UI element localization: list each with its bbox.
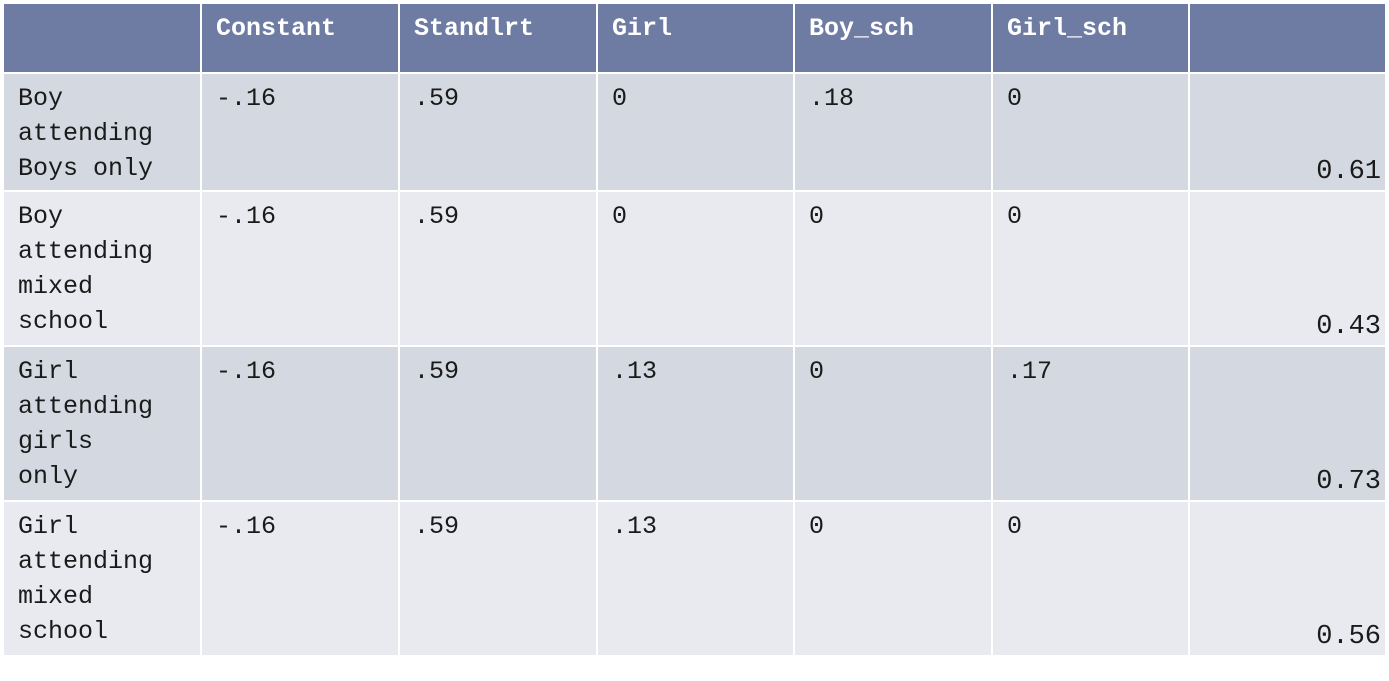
cell-result: 0.73 xyxy=(1188,345,1387,502)
cell-girl-sch: 0 xyxy=(991,190,1190,347)
cell-girl: .13 xyxy=(596,500,795,657)
row-label-line: attending xyxy=(18,237,154,266)
row-label-line: Boy xyxy=(18,202,64,231)
cell-constant: -.16 xyxy=(200,72,400,192)
cell-boy-sch: 0 xyxy=(793,500,993,657)
cell-result: 0.43 xyxy=(1188,190,1387,347)
header-result xyxy=(1188,2,1387,74)
row-label: Boy attending Boys only xyxy=(2,72,202,192)
row-label: Boy attending mixed school xyxy=(2,190,202,347)
cell-boy-sch: 0 xyxy=(793,190,993,347)
cell-standlrt: .59 xyxy=(398,500,598,657)
cell-girl: 0 xyxy=(596,190,795,347)
table-row: Girl attending mixed school -.16 .59 .13… xyxy=(2,500,1387,657)
cell-girl: 0 xyxy=(596,72,795,192)
result-value: 0.43 xyxy=(1316,312,1381,342)
cell-standlrt: .59 xyxy=(398,190,598,347)
result-value: 0.73 xyxy=(1316,467,1381,497)
row-label-line: attending xyxy=(18,392,154,421)
table-row: Boy attending Boys only -.16 .59 0 .18 0… xyxy=(2,72,1387,192)
table-row: Girl attending girls only -.16 .59 .13 0… xyxy=(2,345,1387,502)
cell-constant: -.16 xyxy=(200,190,400,347)
row-label: Girl attending girls only xyxy=(2,345,202,502)
header-girl: Girl xyxy=(596,2,795,74)
row-label-line: Boys only xyxy=(18,154,154,183)
header-boy-sch: Boy_sch xyxy=(793,2,993,74)
cell-girl: .13 xyxy=(596,345,795,502)
row-label-line: school xyxy=(18,307,109,336)
cell-constant: -.16 xyxy=(200,500,400,657)
header-constant: Constant xyxy=(200,2,400,74)
cell-boy-sch: .18 xyxy=(793,72,993,192)
header-girl-sch: Girl_sch xyxy=(991,2,1190,74)
cell-girl-sch: 0 xyxy=(991,500,1190,657)
cell-standlrt: .59 xyxy=(398,345,598,502)
row-label-line: only xyxy=(18,462,79,491)
row-label-line: Girl xyxy=(18,357,79,386)
row-label-line: Girl xyxy=(18,512,79,541)
header-blank xyxy=(2,2,202,74)
cell-boy-sch: 0 xyxy=(793,345,993,502)
cell-result: 0.56 xyxy=(1188,500,1387,657)
row-label-line: mixed xyxy=(18,272,94,301)
cell-girl-sch: .17 xyxy=(991,345,1190,502)
coefficients-table: Constant Standlrt Girl Boy_sch Girl_sch … xyxy=(2,2,1387,657)
result-value: 0.56 xyxy=(1316,622,1381,652)
result-value: 0.61 xyxy=(1316,157,1381,187)
row-label-line: Boy xyxy=(18,84,64,113)
cell-result: 0.61 xyxy=(1188,72,1387,192)
row-label-line: attending xyxy=(18,547,154,576)
header-row: Constant Standlrt Girl Boy_sch Girl_sch xyxy=(2,2,1387,74)
row-label-line: girls xyxy=(18,427,94,456)
row-label-line: school xyxy=(18,617,109,646)
table-row: Boy attending mixed school -.16 .59 0 0 … xyxy=(2,190,1387,347)
cell-constant: -.16 xyxy=(200,345,400,502)
header-standlrt: Standlrt xyxy=(398,2,598,74)
row-label-line: attending xyxy=(18,119,154,148)
cell-standlrt: .59 xyxy=(398,72,598,192)
cell-girl-sch: 0 xyxy=(991,72,1190,192)
row-label-line: mixed xyxy=(18,582,94,611)
row-label: Girl attending mixed school xyxy=(2,500,202,657)
